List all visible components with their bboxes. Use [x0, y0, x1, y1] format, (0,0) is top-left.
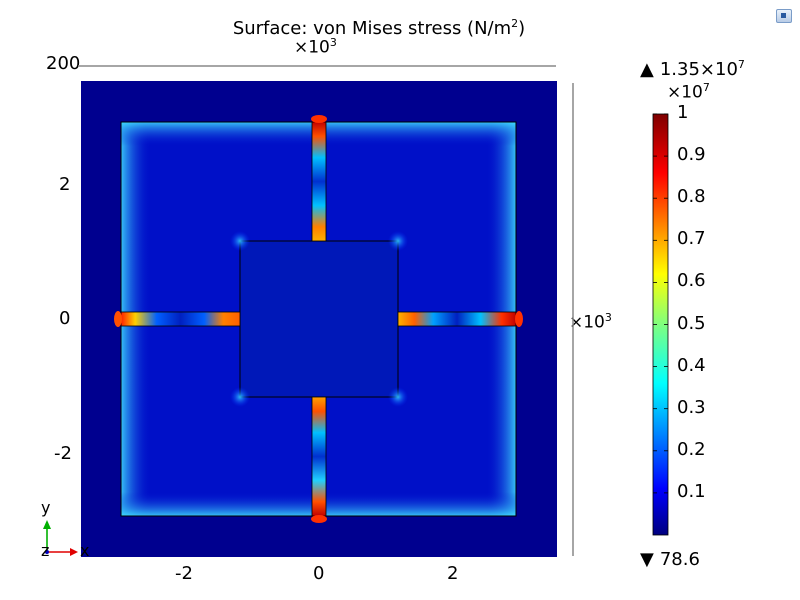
colorbar-tick-label: 0.5	[677, 312, 706, 334]
y-tick-label: -2	[54, 443, 72, 464]
chart-title: Surface: von Mises stress (N/m2)	[232, 17, 526, 39]
colorbar-scale-label: ×107	[667, 81, 710, 103]
inner-square	[239, 240, 399, 398]
colorbar-tick-label: 0.2	[677, 438, 706, 460]
triad-y-label: y	[41, 498, 51, 517]
colorbar-tick-label: 0.1	[677, 480, 706, 502]
stress-hotspot	[388, 231, 408, 251]
stress-hotspot	[230, 387, 250, 407]
axis-triad-icon	[43, 520, 78, 556]
colorbar-tick-label: 0.6	[677, 270, 706, 292]
toolbar-corner-icon[interactable]	[776, 9, 792, 23]
y-tick-label: 2	[59, 174, 71, 195]
stress-hotspot	[230, 231, 250, 251]
x-tick-label: -2	[175, 563, 193, 584]
colorbar-min-label: ▼ 78.6	[640, 549, 700, 570]
triangle-down-icon: ▼	[640, 549, 654, 570]
beam-end-cap	[311, 115, 327, 123]
colorbar-tick-label: 0.9	[677, 144, 706, 166]
colorbar-tick-label: 0.3	[677, 396, 706, 418]
top-axis-scale-label: ×103	[294, 36, 337, 58]
right-axis-scale-label: ×103	[569, 311, 612, 333]
top-stray-tick-label: 200	[46, 53, 81, 74]
triad-z-label: z	[41, 541, 50, 560]
colorbar-tick-label: 1	[677, 102, 689, 123]
beam-end-cap	[311, 515, 327, 523]
stress-hotspot	[388, 387, 408, 407]
beam-end-cap	[515, 311, 523, 327]
colorbar-tick-label: 0.4	[677, 354, 706, 376]
triangle-up-icon: ▲	[640, 59, 654, 80]
colorbar-max-label: ▲ 1.35×107	[640, 58, 745, 80]
triad-x-label: x	[80, 541, 90, 560]
x-tick-label: 0	[313, 563, 325, 584]
y-tick-label: 0	[59, 308, 71, 329]
colorbar-tick-label: 0.7	[677, 228, 706, 250]
beam-end-cap	[114, 311, 122, 327]
colorbar-tick-marks	[653, 113, 668, 494]
x-tick-label: 2	[447, 563, 459, 584]
colorbar-tick-label: 0.8	[677, 186, 706, 208]
